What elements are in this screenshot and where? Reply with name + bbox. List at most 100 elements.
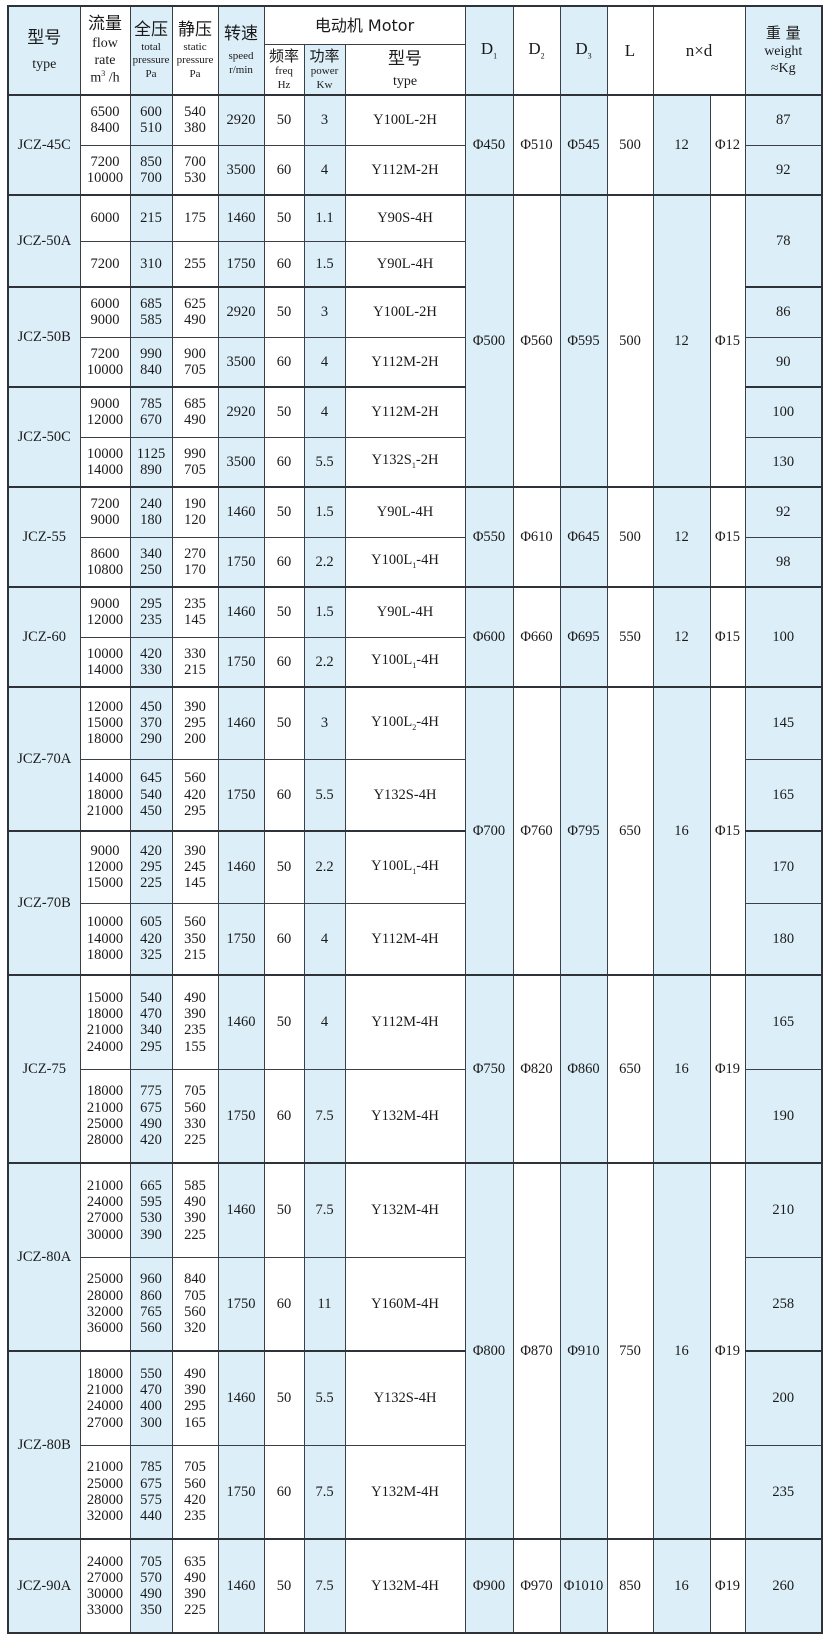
frequency-cell: 60 <box>263 144 305 196</box>
static-pressure-cell: 990 705 <box>171 436 219 488</box>
weight-cell: 90 <box>744 336 823 388</box>
flow-rate-cell: 10000 14000 <box>79 636 131 688</box>
header-freq-unit: Hz <box>277 78 291 91</box>
motor-type-cell: Y90L-4H <box>344 586 466 638</box>
flow-rate-cell: 7200 10000 <box>79 336 131 388</box>
table-row: 14000 18000 21000 645 540 450 560 420 295 1750 60 5… <box>8 758 823 832</box>
d2-cell: Φ510 <box>512 94 561 196</box>
motor-type-cell: Y90L-4H <box>344 486 466 538</box>
d-cell: Φ19 <box>709 1162 746 1540</box>
total-pressure-cell: 645 540 450 <box>129 758 173 832</box>
power-cell: 4 <box>303 902 346 976</box>
static-pressure-cell: 840 705 560 320 <box>171 1256 219 1352</box>
speed-cell: 1460 <box>217 1162 265 1258</box>
table-row: 10000 14000 420 330 330 215 1750 60 2.2 Y100L1-4H <box>8 636 822 688</box>
table-row: 7200 310 255 1750 60 1.5 Y90L-4H <box>8 240 822 288</box>
frequency-cell: 60 <box>263 336 305 388</box>
table-row: JCZ-80A 21000 24000 27000 30000 665 595 530 390 5… <box>7 1162 823 1540</box>
header-freq-cn: 频率 <box>268 46 299 65</box>
weight-cell: 200 <box>744 1350 823 1446</box>
motor-type-cell: Y132M-4H <box>344 1538 466 1634</box>
d3-cell: Φ910 <box>559 1162 608 1540</box>
frequency-cell: 50 <box>263 586 305 638</box>
speed-cell: 1460 <box>217 830 265 904</box>
power-cell: 4 <box>303 386 346 438</box>
table-body: JCZ-45C 6500 8400 600 510 540 380 2920 50 3 Y100L-… <box>7 94 823 1634</box>
table-row: JCZ-70A 12000 15000 18000 450 370 290 390 295 200… <box>7 686 823 976</box>
d1-cell: Φ500 <box>464 194 514 488</box>
power-cell: 1.5 <box>303 486 346 538</box>
d2-cell: Φ660 <box>512 586 561 688</box>
flow-rate-cell: 7200 10000 <box>79 144 131 196</box>
header-speed-cn: 转速 <box>224 23 258 44</box>
motor-type-cell: Y132M-4H <box>344 1162 466 1258</box>
table-row: JCZ-60 9000 12000 295 235 235 145 1460 50 1.5 Y90L… <box>7 586 823 688</box>
d-cell: Φ15 <box>709 586 746 688</box>
total-pressure-cell: 785 675 575 440 <box>129 1444 173 1540</box>
frequency-cell: 60 <box>263 240 305 288</box>
table-row: JCZ-45C 6500 8400 600 510 540 380 2920 50 3 Y100L-… <box>7 94 823 196</box>
header-type-cn: 型号 <box>27 28 62 49</box>
power-cell: 1.5 <box>303 586 346 638</box>
model-name-cell: JCZ-50B <box>7 286 81 388</box>
model-name-cell: JCZ-75 <box>7 974 81 1164</box>
header-d1-label: D1 <box>480 39 498 61</box>
table-row: JCZ-50A 6000 215 175 1460 50 1.1 Y90S-4H Φ500 Φ56… <box>7 194 823 488</box>
weight-cell: 190 <box>744 1068 823 1164</box>
speed-cell: 2920 <box>217 386 265 438</box>
header-flow-en1: flow <box>92 35 118 51</box>
header-flow-rate: 流量 flow rate m3 /h <box>79 4 131 96</box>
frequency-cell: 50 <box>263 486 305 538</box>
header-d3: D3 <box>559 4 608 96</box>
power-cell: 7.5 <box>303 1538 346 1634</box>
header-static-pressure: 静压 static pressure Pa <box>171 4 219 96</box>
weight-cell: 78 <box>744 194 823 288</box>
header-total-en1: total <box>141 40 161 53</box>
total-pressure-cell: 420 295 225 <box>129 830 173 904</box>
speed-cell: 1460 <box>217 686 265 760</box>
header-flow-en2: rate <box>94 53 116 68</box>
static-pressure-cell: 685 490 <box>171 386 219 438</box>
model-name-cell: JCZ-70B <box>7 830 81 976</box>
total-pressure-cell: 450 370 290 <box>129 686 173 760</box>
weight-cell: 100 <box>744 586 823 688</box>
d3-cell: Φ1010 <box>559 1538 608 1634</box>
speed-cell: 1460 <box>217 1538 265 1634</box>
motor-type-cell: Y100L-2H <box>344 286 466 338</box>
total-pressure-cell: 240 180 <box>129 486 173 538</box>
flow-rate-cell: 14000 18000 21000 <box>79 758 131 832</box>
header-motor-type-cn: 型号 <box>388 48 422 69</box>
static-pressure-cell: 390 295 200 <box>171 686 219 760</box>
header-total-pressure: 全压 total pressure Pa <box>129 4 173 96</box>
l-cell: 650 <box>606 974 654 1164</box>
flow-rate-cell: 10000 14000 <box>79 436 131 488</box>
motor-type-cell: Y90L-4H <box>344 240 466 288</box>
header-nxd: n×d <box>652 4 746 96</box>
flow-rate-cell: 24000 27000 30000 33000 <box>79 1538 131 1634</box>
total-pressure-cell: 775 675 490 420 <box>129 1068 173 1164</box>
d2-cell: Φ760 <box>512 686 561 976</box>
l-cell: 500 <box>606 94 654 196</box>
d3-cell: Φ645 <box>559 486 608 588</box>
d3-cell: Φ795 <box>559 686 608 976</box>
l-cell: 550 <box>606 586 654 688</box>
speed-cell: 2920 <box>217 94 265 146</box>
static-pressure-cell: 635 490 390 225 <box>171 1538 219 1634</box>
header-static-en2: pressure <box>176 54 214 67</box>
static-pressure-cell: 560 420 295 <box>171 758 219 832</box>
d3-cell: Φ860 <box>559 974 608 1164</box>
table-row: JCZ-75 15000 18000 21000 24000 540 470 340 295 49… <box>7 974 823 1164</box>
n-cell: 16 <box>652 1162 711 1540</box>
header-speed-en: speed <box>228 50 254 63</box>
frequency-cell: 60 <box>263 1444 305 1540</box>
total-pressure-cell: 1125 890 <box>129 436 173 488</box>
header-d2-label: D2 <box>528 39 545 61</box>
weight-cell: 180 <box>744 902 823 976</box>
weight-cell: 170 <box>744 830 823 904</box>
header-d2: D2 <box>512 4 561 96</box>
header-motor-type: 型号 type <box>344 43 466 96</box>
frequency-cell: 50 <box>263 194 305 242</box>
frequency-cell: 50 <box>263 830 305 904</box>
speed-cell: 2920 <box>217 286 265 338</box>
header-nxd-label: n×d <box>685 40 713 60</box>
